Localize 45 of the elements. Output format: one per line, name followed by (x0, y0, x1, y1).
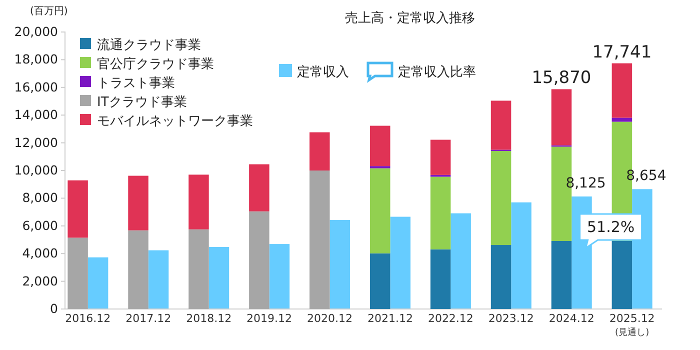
bar (310, 132, 330, 170)
bar (551, 89, 572, 146)
legend-label: 流通クラウド事業 (97, 37, 201, 53)
legend-label: モバイルネットワーク事業 (97, 114, 253, 129)
x-tick-label: 2024.12 (548, 312, 594, 325)
y-tick-label: 2,000 (22, 273, 58, 288)
bar (370, 168, 390, 254)
y-tick-label: 0 (50, 301, 58, 316)
y-tick-label: 18,000 (14, 52, 58, 67)
x-tick-label: 2017.12 (126, 312, 172, 325)
total-label: 17,741 (592, 42, 652, 62)
y-tick-label: 14,000 (14, 107, 58, 122)
legend-label: トラスト事業 (97, 76, 175, 91)
y-tick-label: 4,000 (22, 246, 58, 261)
bar (370, 126, 390, 166)
x-tick-label: 2018.12 (186, 312, 232, 325)
y-tick-label: 10,000 (14, 162, 58, 178)
bar (612, 118, 632, 122)
legend-label: ITクラウド事業 (97, 95, 187, 110)
y-tick-label: 20,000 (14, 24, 58, 39)
annotation: 定常収入比率 (398, 64, 476, 80)
y-axis-title: (百万円) (30, 6, 68, 17)
chart-title: 売上高・定常収入推移 (345, 10, 475, 26)
legend-label: 官公庁クラウド事業 (97, 56, 214, 72)
bar (490, 100, 512, 150)
y-tick-label: 6,000 (22, 218, 58, 233)
bar (68, 180, 88, 238)
bar (612, 63, 632, 118)
total-label: 15,870 (532, 68, 592, 88)
y-tick-label: 8,000 (22, 190, 58, 206)
x-tick-label: 2019.12 (246, 312, 292, 325)
bar (188, 174, 209, 230)
x-tick-label: 2016.12 (65, 312, 111, 325)
y-tick-label: 16,000 (14, 79, 58, 94)
bar (490, 150, 512, 246)
x-tick-label: 2021.12 (367, 312, 413, 325)
x-tick-label: 2023.12 (488, 312, 534, 325)
x-tick-label: 2020.12 (307, 312, 353, 325)
bar (249, 164, 270, 212)
legend-label: 定常収入 (297, 65, 349, 80)
annotation: 51.2% (586, 218, 635, 236)
bar (128, 176, 148, 230)
x-tick-label: 2022.12 (428, 312, 474, 325)
bar (430, 140, 451, 175)
y-tick-label: 12,000 (14, 134, 58, 150)
